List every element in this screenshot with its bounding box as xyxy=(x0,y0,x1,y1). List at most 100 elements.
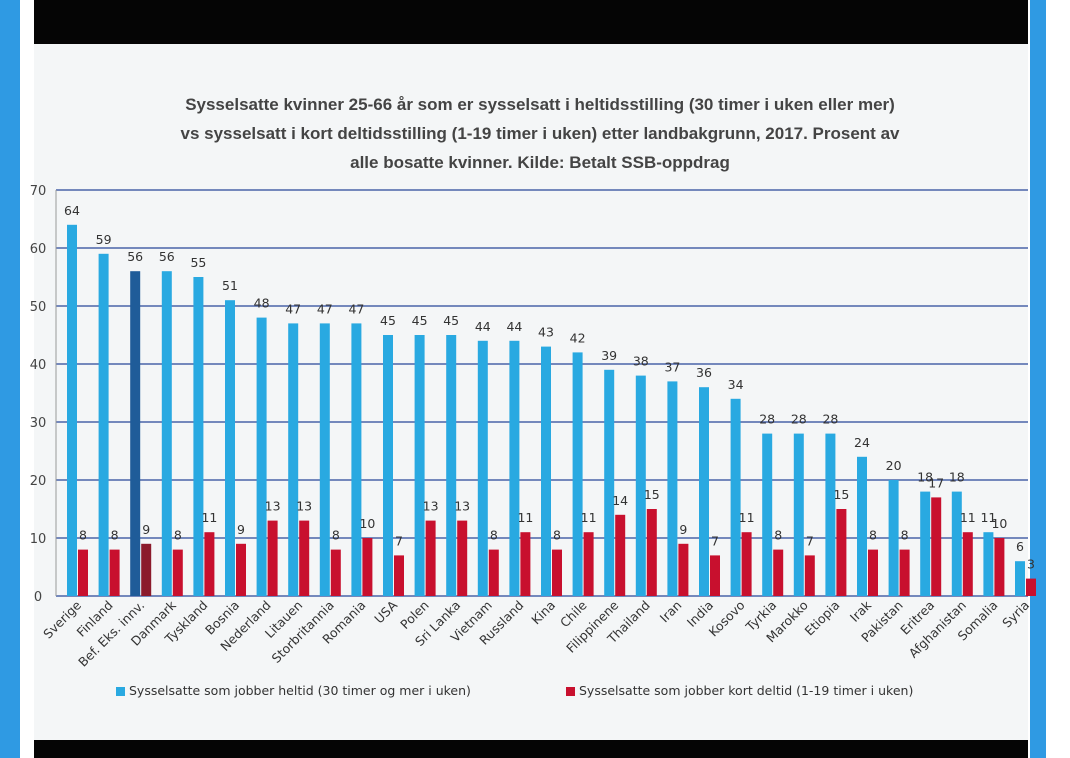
bar-deltid xyxy=(836,509,847,596)
category-label: Sverige xyxy=(40,597,84,641)
data-label-deltid: 10 xyxy=(991,516,1007,531)
data-label-heltid: 28 xyxy=(822,412,838,427)
data-label-heltid: 43 xyxy=(538,325,554,340)
data-label-heltid: 56 xyxy=(159,249,175,264)
data-label-heltid: 45 xyxy=(412,313,428,328)
data-label-heltid: 44 xyxy=(506,319,522,334)
bar-heltid xyxy=(699,387,709,596)
bar-heltid xyxy=(98,253,109,597)
legend-swatch-deltid xyxy=(566,687,575,696)
data-label-deltid: 8 xyxy=(774,528,782,543)
data-label-heltid: 34 xyxy=(728,377,744,392)
bar-heltid xyxy=(383,335,393,596)
data-label-deltid: 8 xyxy=(553,528,561,543)
data-label-deltid: 8 xyxy=(869,528,877,543)
bar-heltid xyxy=(541,346,551,596)
bar-heltid xyxy=(288,323,299,596)
bar-deltid xyxy=(710,555,720,596)
bar-deltid xyxy=(583,532,594,596)
data-label-deltid: 15 xyxy=(644,487,660,502)
data-label-heltid: 18 xyxy=(917,470,933,485)
bar-deltid xyxy=(615,514,626,596)
data-label-heltid: 48 xyxy=(254,296,270,311)
category-label: Kina xyxy=(528,598,558,628)
legend-item-heltid: Sysselsatte som jobber heltid (30 timer … xyxy=(116,683,471,698)
chart-title-line-2: vs sysselsatt i kort deltidsstilling (1-… xyxy=(180,124,900,143)
y-tick-label: 70 xyxy=(30,184,47,199)
bar-heltid xyxy=(983,532,994,596)
bar-deltid xyxy=(109,549,120,596)
bar-heltid xyxy=(604,369,615,596)
bar-deltid xyxy=(457,520,468,596)
bar-deltid xyxy=(362,538,373,596)
data-label-deltid: 10 xyxy=(359,516,375,531)
data-label-heltid: 47 xyxy=(317,301,333,316)
bar-deltid xyxy=(267,520,278,596)
data-label-deltid: 7 xyxy=(711,533,719,548)
data-label-heltid: 11 xyxy=(980,510,996,525)
bar-deltid xyxy=(425,520,436,596)
bar-heltid xyxy=(319,323,330,596)
data-label-heltid: 56 xyxy=(127,249,143,264)
bar-heltid xyxy=(509,340,520,596)
bar-heltid xyxy=(256,317,267,596)
y-tick-label: 10 xyxy=(30,532,47,547)
bar-deltid xyxy=(994,538,1005,596)
bar-heltid xyxy=(572,352,583,596)
bar-deltid xyxy=(488,549,499,596)
bar-deltid xyxy=(773,549,784,596)
bottom-black-bar xyxy=(34,740,1028,758)
right-page-margin xyxy=(1046,0,1070,758)
data-label-deltid: 11 xyxy=(201,510,217,525)
data-label-heltid: 39 xyxy=(601,348,617,363)
data-label-deltid: 7 xyxy=(806,533,814,548)
data-label-deltid: 8 xyxy=(901,528,909,543)
data-label-heltid: 47 xyxy=(285,301,301,316)
bar-heltid xyxy=(825,433,836,596)
data-label-deltid: 11 xyxy=(581,510,597,525)
category-label: Syria xyxy=(999,598,1032,631)
legend-swatch-heltid xyxy=(116,687,125,696)
bar-deltid xyxy=(141,543,152,596)
bar-heltid xyxy=(446,335,457,596)
legend-item-deltid: Sysselsatte som jobber kort deltid (1-19… xyxy=(566,683,913,698)
data-label-deltid: 9 xyxy=(142,522,150,537)
y-tick-label: 20 xyxy=(30,474,47,489)
data-label-heltid: 64 xyxy=(64,203,80,218)
bar-deltid xyxy=(678,543,689,596)
bar-deltid xyxy=(172,549,183,596)
data-label-heltid: 18 xyxy=(949,470,965,485)
data-label-deltid: 7 xyxy=(395,533,403,548)
data-label-heltid: 38 xyxy=(633,354,649,369)
bar-heltid xyxy=(351,323,362,596)
category-label: Irak xyxy=(847,597,875,625)
y-tick-label: 60 xyxy=(30,242,47,257)
data-label-deltid: 13 xyxy=(454,499,470,514)
category-label: Kosovo xyxy=(706,598,748,640)
bar-heltid xyxy=(888,480,899,596)
bar-deltid xyxy=(868,549,878,596)
data-label-deltid: 15 xyxy=(833,487,849,502)
data-label-deltid: 13 xyxy=(423,499,439,514)
data-label-deltid: 8 xyxy=(111,528,119,543)
data-label-deltid: 11 xyxy=(739,510,755,525)
y-tick-label: 30 xyxy=(30,416,47,431)
bar-heltid xyxy=(857,456,867,596)
category-label: Iran xyxy=(657,598,685,626)
data-label-deltid: 9 xyxy=(679,522,687,537)
data-label-deltid: 17 xyxy=(928,475,944,490)
data-label-heltid: 24 xyxy=(854,435,870,450)
bar-deltid xyxy=(204,532,215,596)
bar-heltid xyxy=(667,381,678,596)
legend-label-heltid: Sysselsatte som jobber heltid (30 timer … xyxy=(129,683,471,698)
data-label-heltid: 28 xyxy=(759,412,775,427)
bar-heltid xyxy=(635,375,646,596)
legend-label-deltid: Sysselsatte som jobber kort deltid (1-19… xyxy=(579,683,914,698)
data-label-heltid: 59 xyxy=(96,232,112,247)
data-label-deltid: 8 xyxy=(79,528,87,543)
bar-deltid xyxy=(236,543,246,596)
bar-deltid xyxy=(1026,578,1036,596)
data-label-deltid: 8 xyxy=(332,528,340,543)
bar-deltid xyxy=(931,497,942,596)
